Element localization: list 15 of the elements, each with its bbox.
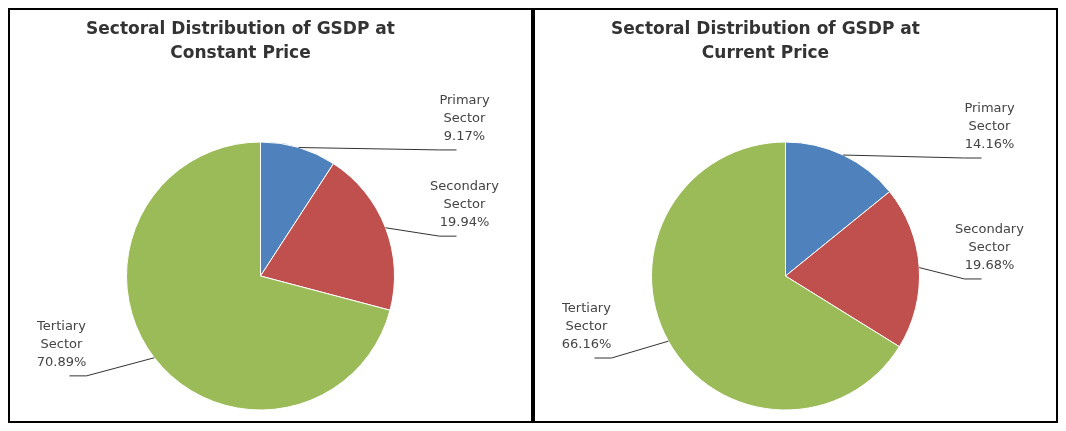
slice-label: Secondary Sector xyxy=(430,178,500,212)
data-label: 70.89% xyxy=(36,353,87,369)
data-label: 9.17% xyxy=(443,127,486,143)
slice-label: Primary Sector xyxy=(439,91,490,125)
data-label: 14.16% xyxy=(964,136,1015,152)
chart-title: Sectoral Distribution of GSDP at Constant Price xyxy=(86,18,395,62)
chart-title: Sectoral Distribution of GSDP at Current Price xyxy=(611,18,920,62)
slice-label: Tertiary Sector xyxy=(36,317,87,351)
data-label: 19.94% xyxy=(439,214,490,230)
slice-label: Primary Sector xyxy=(964,100,1015,134)
slice-label: Secondary Sector xyxy=(955,220,1025,254)
data-label: 19.68% xyxy=(964,256,1015,272)
slice-label: Tertiary Sector xyxy=(561,300,612,334)
data-label: 66.16% xyxy=(561,336,612,352)
pie-slice xyxy=(126,141,391,411)
